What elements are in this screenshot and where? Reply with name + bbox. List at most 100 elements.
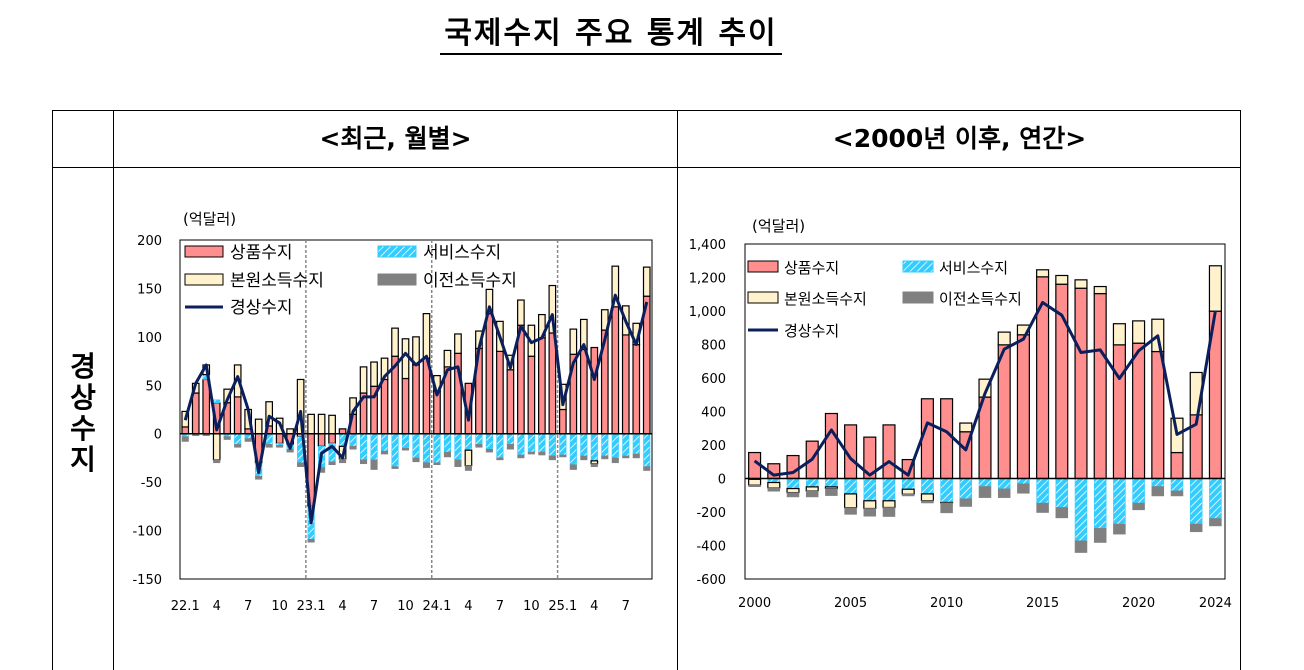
bar-secondary (423, 463, 430, 468)
bar-secondary (998, 489, 1010, 498)
bar-services (1209, 479, 1221, 519)
bar-goods (1094, 294, 1106, 479)
bar-goods (1113, 345, 1125, 479)
bar-goods (192, 393, 199, 434)
bar-secondary (602, 456, 609, 459)
bar-goods (497, 351, 504, 433)
bar-primary (444, 350, 451, 366)
y-tick-label: 150 (137, 282, 162, 297)
bar-services (902, 479, 914, 490)
x-tick-label: 7 (622, 599, 630, 614)
legend-label: 서비스수지 (939, 259, 1008, 277)
bar-secondary (465, 466, 472, 471)
bar-primary (921, 494, 933, 501)
legend-swatch-secondary (903, 292, 933, 303)
y-tick-label: 1,000 (689, 305, 726, 320)
bar-secondary (570, 465, 577, 470)
bar-secondary (413, 458, 420, 462)
legend-label: 상품수지 (230, 243, 293, 263)
bar-primary (570, 329, 577, 354)
bar-secondary (486, 449, 493, 452)
bar-goods (381, 379, 388, 433)
bar-secondary (213, 460, 220, 463)
bar-services (845, 479, 857, 494)
y-tick-label: 1,400 (689, 238, 726, 253)
bar-services (825, 479, 837, 487)
bar-secondary (644, 467, 651, 471)
bar-goods (518, 325, 525, 433)
legend-label: 경상수지 (230, 298, 293, 318)
bar-services (1075, 479, 1087, 541)
bar-primary (883, 501, 895, 508)
bar-primary (1075, 280, 1087, 288)
x-tick-label: 4 (338, 599, 346, 614)
bar-secondary (768, 488, 780, 491)
bar-primary (308, 414, 315, 433)
bar-primary (1209, 266, 1221, 311)
bar-secondary (371, 460, 378, 470)
bar-goods (825, 414, 837, 479)
bar-secondary (255, 476, 262, 479)
bar-primary (1037, 270, 1049, 277)
bar-secondary (902, 494, 914, 496)
legend-swatch-services (903, 261, 933, 272)
bar-services (998, 479, 1010, 489)
bar-goods (1017, 335, 1029, 479)
bar-services (423, 434, 430, 463)
y-tick-label: -400 (696, 540, 726, 555)
bar-services (960, 479, 972, 499)
y-tick-label: -600 (696, 573, 726, 588)
bar-primary (518, 300, 525, 325)
bar-services (371, 434, 378, 460)
bar-services (1133, 479, 1145, 504)
y-tick-label: -150 (132, 573, 162, 588)
bar-goods (549, 333, 556, 434)
x-tick-label: 7 (370, 599, 378, 614)
bar-services (507, 434, 514, 445)
bar-goods (1037, 277, 1049, 479)
x-tick-label: 22.1 (171, 599, 200, 614)
bar-primary (329, 415, 336, 433)
x-tick-label: 10 (271, 599, 288, 614)
bar-secondary (308, 539, 315, 542)
legend-label: 경상수지 (784, 322, 839, 340)
x-tick-label: 10 (397, 599, 414, 614)
x-tick-label: 2000 (738, 596, 771, 611)
bar-services (402, 434, 409, 449)
bar-goods (1171, 453, 1183, 479)
bar-goods (1152, 352, 1164, 479)
legend-swatch-secondary (378, 274, 416, 285)
bar-goods (581, 349, 588, 433)
bar-secondary (1037, 503, 1049, 512)
bar-services (633, 434, 640, 454)
bar-primary (392, 328, 399, 356)
x-tick-label: 4 (590, 599, 598, 614)
bar-secondary (182, 437, 189, 442)
bar-secondary (845, 508, 857, 515)
bar-secondary (581, 456, 588, 460)
y-tick-label: -50 (141, 476, 162, 491)
y-tick-label: 200 (137, 234, 162, 249)
bar-primary (402, 339, 409, 379)
bar-goods (612, 307, 619, 434)
bar-services (350, 434, 357, 447)
bar-goods (486, 314, 493, 434)
bar-goods (234, 397, 241, 434)
bar-primary (360, 367, 367, 393)
bar-primary (213, 434, 220, 460)
bar-services (360, 434, 367, 460)
bar-goods (623, 335, 630, 434)
bar-secondary (825, 489, 837, 496)
bar-secondary (350, 446, 357, 449)
legend-swatch-services (378, 246, 416, 257)
legend-swatch-goods (185, 246, 223, 257)
x-tick-label: 23.1 (297, 599, 326, 614)
y-tick-label: 50 (145, 379, 162, 394)
x-tick-label: 10 (523, 599, 540, 614)
bar-secondary (1094, 528, 1106, 542)
bar-secondary (749, 485, 761, 487)
x-tick-label: 2015 (1026, 596, 1059, 611)
bar-secondary (591, 464, 598, 467)
bar-secondary (507, 444, 514, 449)
